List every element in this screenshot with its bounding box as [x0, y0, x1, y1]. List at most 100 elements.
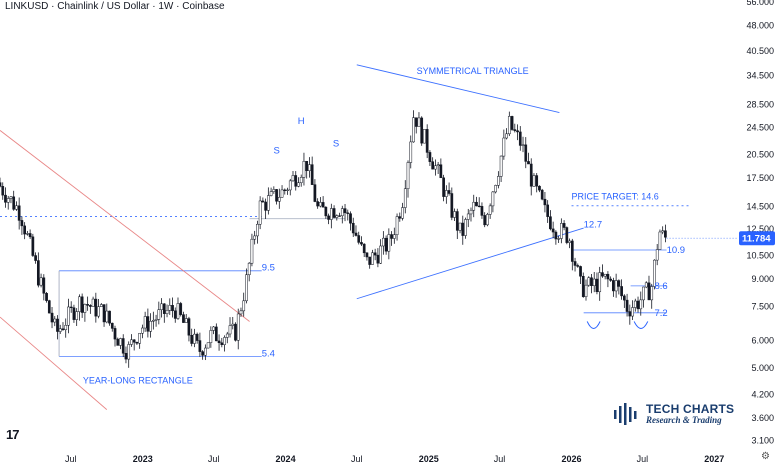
x-tick-label: Jul	[208, 454, 220, 464]
candle-body	[272, 189, 276, 192]
candle-body	[390, 234, 393, 239]
candle-body	[392, 234, 396, 239]
candle-body	[518, 131, 522, 146]
candle-body	[631, 307, 634, 317]
y-tick-label: 20.500	[746, 149, 774, 159]
candle-body	[573, 261, 577, 266]
candle-body	[371, 252, 374, 265]
candle-body	[267, 195, 270, 211]
candle-body	[382, 237, 385, 247]
candle-body	[184, 318, 188, 323]
x-tick-label: 2026	[562, 454, 582, 464]
candle-body	[362, 243, 366, 254]
candle-body	[80, 296, 84, 313]
candle-body	[340, 208, 344, 217]
candle-body	[428, 152, 432, 162]
annotation-label: 9.5	[262, 263, 275, 274]
candle-body	[58, 328, 62, 332]
candle-body	[0, 182, 2, 187]
last-price-badge-value: 11.784	[742, 234, 771, 245]
candle-body	[447, 190, 451, 194]
candle-body	[310, 164, 314, 185]
candle-body	[483, 215, 487, 226]
candle-body	[622, 295, 626, 301]
candle-body	[23, 225, 26, 235]
candle-body	[636, 300, 640, 310]
candle-body	[34, 255, 37, 261]
candle-body	[305, 161, 309, 171]
candle-body	[540, 189, 544, 200]
candle-body	[9, 196, 13, 199]
candle-body	[513, 129, 517, 131]
candle-body	[4, 194, 7, 203]
candle-body	[187, 318, 191, 336]
candle-body	[354, 232, 358, 236]
candle-body	[86, 304, 89, 306]
annotation-label: S	[273, 146, 279, 157]
x-tick-label: 2023	[133, 454, 153, 464]
candle-body	[12, 196, 16, 210]
x-tick-label: Jul	[351, 454, 363, 464]
x-tick-label: 2025	[419, 454, 439, 464]
candle-body	[26, 233, 29, 235]
candle-body	[190, 335, 194, 344]
candle-body	[414, 117, 418, 127]
candle-body	[499, 155, 503, 177]
candle-body	[36, 260, 40, 286]
brand-tagline: Research & Trading	[646, 414, 722, 425]
candle-body	[91, 298, 95, 307]
tradingview-logo-icon[interactable]: 17	[6, 427, 20, 442]
y-tick-label: 40.500	[746, 46, 774, 56]
candle-body	[195, 333, 199, 341]
candle-body	[612, 280, 615, 292]
candle-body	[527, 161, 530, 165]
candle-body	[308, 164, 311, 171]
candle-body	[568, 240, 571, 243]
candle-body	[108, 310, 111, 324]
candle-body	[264, 201, 267, 211]
candle-body	[625, 299, 629, 312]
candle-body	[132, 339, 136, 343]
candle-body	[6, 198, 10, 203]
candle-body	[434, 165, 437, 170]
candle-body	[176, 303, 180, 319]
candle-body	[360, 242, 363, 245]
trendline-diagonal-low	[0, 316, 108, 410]
candle-body	[269, 191, 273, 196]
candle-body	[162, 303, 166, 314]
candle-body	[425, 129, 429, 153]
trendline-triangle-upper	[356, 64, 560, 113]
candle-body	[50, 312, 54, 323]
candle-body	[587, 277, 591, 286]
time-axis[interactable]: Jul 2023 Jul 2024 Jul 2025 Jul 2026 Jul 2027	[65, 454, 724, 464]
candle-body	[61, 328, 65, 330]
candle-body	[15, 205, 18, 210]
candle-body	[198, 340, 202, 352]
candle-body	[488, 205, 492, 215]
candle-body	[45, 293, 48, 301]
gear-icon[interactable]: ⚙	[761, 451, 770, 462]
candle-body	[431, 161, 435, 170]
candle-body	[549, 216, 552, 230]
y-tick-label: 10.500	[746, 251, 774, 261]
candle-body	[497, 176, 500, 186]
y-tick-label: 3.600	[751, 413, 774, 423]
candle-body	[327, 215, 330, 220]
brand-name: TECH CHARTS	[646, 402, 735, 416]
candle-body	[72, 307, 76, 320]
candle-body	[346, 212, 350, 214]
candle-body	[642, 286, 645, 301]
candle-body	[551, 228, 555, 233]
candle-body	[160, 303, 163, 310]
y-tick-label: 12.500	[746, 224, 774, 234]
candle-body	[644, 282, 648, 288]
candle-body	[442, 177, 445, 197]
candle-body	[228, 325, 232, 335]
y-tick-label: 7.500	[751, 302, 774, 312]
candle-body	[464, 219, 467, 236]
y-tick-label: 17.500	[746, 173, 774, 183]
candle-body	[201, 351, 204, 356]
candle-body	[562, 223, 566, 228]
candle-body	[256, 224, 259, 237]
